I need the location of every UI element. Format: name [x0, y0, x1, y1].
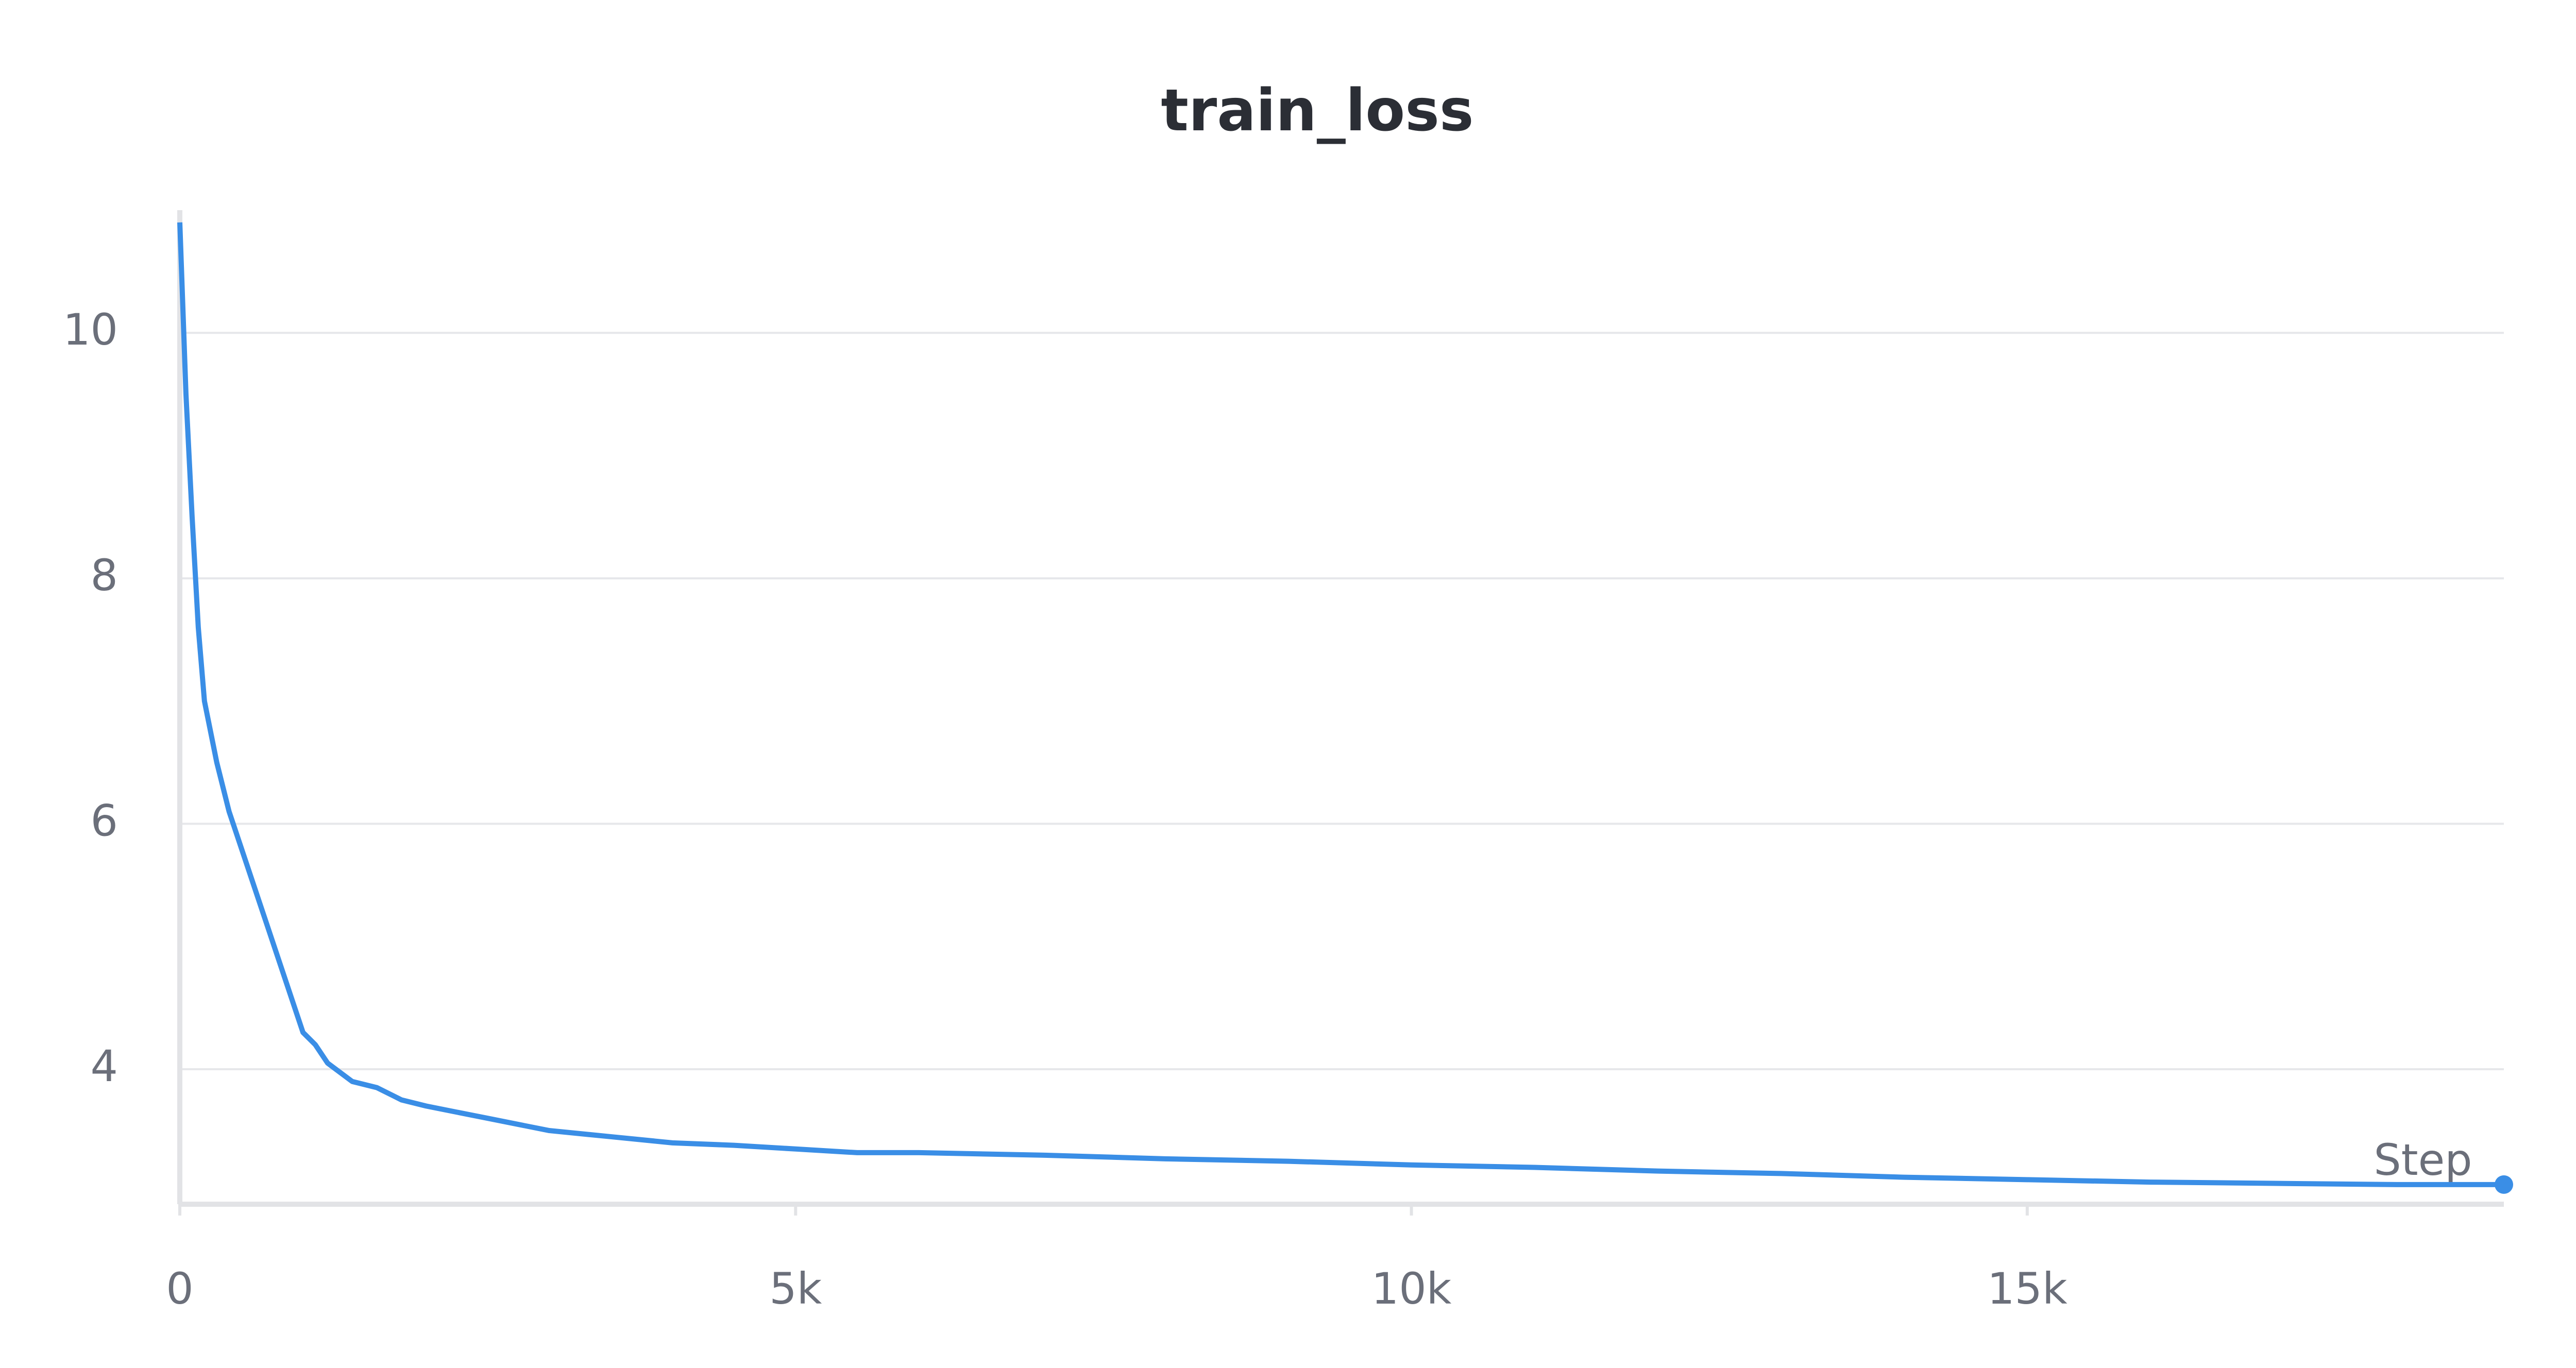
y-tick-label: 6: [91, 795, 118, 846]
x-tick-label: 0: [166, 1263, 193, 1314]
end-point: [2495, 1175, 2513, 1194]
y-tick-label: 8: [91, 550, 118, 601]
y-tick-label: 4: [91, 1041, 118, 1091]
x-axis-label: Step: [2374, 1135, 2472, 1185]
loss-line: [177, 222, 2504, 1187]
chart-title: train_loss: [1161, 77, 1473, 144]
x-tick-label: 10k: [1371, 1263, 1452, 1314]
x-tick-label: 15k: [1987, 1263, 2067, 1314]
x-tick-label: 5k: [769, 1263, 822, 1314]
y-tick-label: 10: [63, 304, 118, 355]
